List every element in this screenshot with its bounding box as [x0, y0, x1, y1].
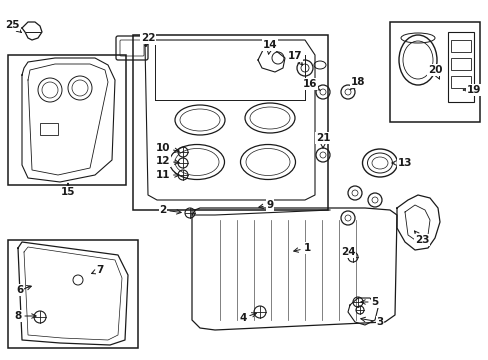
Bar: [450, 76, 470, 88]
Text: 8: 8: [14, 311, 36, 321]
Text: 19: 19: [463, 85, 480, 95]
Text: 2: 2: [159, 205, 181, 215]
Bar: [8, 240, 138, 348]
Text: 23: 23: [414, 231, 428, 245]
Bar: [40, 123, 58, 135]
Text: 12: 12: [156, 156, 179, 166]
Text: 3: 3: [360, 317, 383, 327]
Text: 13: 13: [391, 158, 411, 168]
Text: 20: 20: [427, 65, 441, 79]
Text: 16: 16: [302, 79, 320, 90]
Text: 7: 7: [91, 265, 103, 275]
Bar: [450, 58, 470, 70]
Text: 1: 1: [293, 243, 310, 253]
Text: 24: 24: [340, 247, 355, 257]
Text: 11: 11: [156, 170, 179, 180]
Text: 5: 5: [360, 297, 378, 307]
Text: 6: 6: [16, 285, 31, 295]
Bar: [447, 32, 473, 102]
Bar: [450, 40, 470, 52]
Text: 14: 14: [262, 40, 277, 54]
Bar: [8, 55, 126, 185]
Text: 18: 18: [350, 77, 365, 90]
Text: 9: 9: [258, 200, 273, 210]
Text: 17: 17: [287, 51, 302, 65]
Text: 10: 10: [156, 143, 179, 153]
Text: 15: 15: [61, 184, 75, 197]
Text: 22: 22: [141, 33, 155, 46]
Bar: [133, 35, 327, 210]
Text: 21: 21: [315, 133, 329, 148]
Bar: [389, 22, 479, 122]
Text: 4: 4: [239, 313, 256, 323]
Text: 25: 25: [5, 20, 21, 32]
